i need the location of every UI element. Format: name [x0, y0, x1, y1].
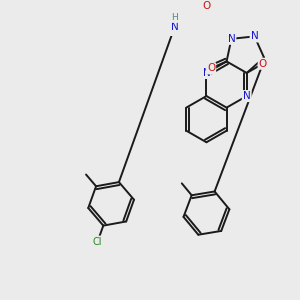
- Text: O: O: [207, 63, 215, 73]
- Text: O: O: [259, 59, 267, 69]
- Text: N: N: [243, 91, 250, 101]
- Text: H: H: [171, 13, 178, 22]
- Text: O: O: [202, 1, 211, 10]
- Text: N: N: [251, 32, 258, 41]
- Text: N: N: [171, 22, 178, 32]
- Text: Cl: Cl: [93, 237, 102, 247]
- Text: N: N: [202, 68, 210, 78]
- Text: N: N: [227, 34, 235, 44]
